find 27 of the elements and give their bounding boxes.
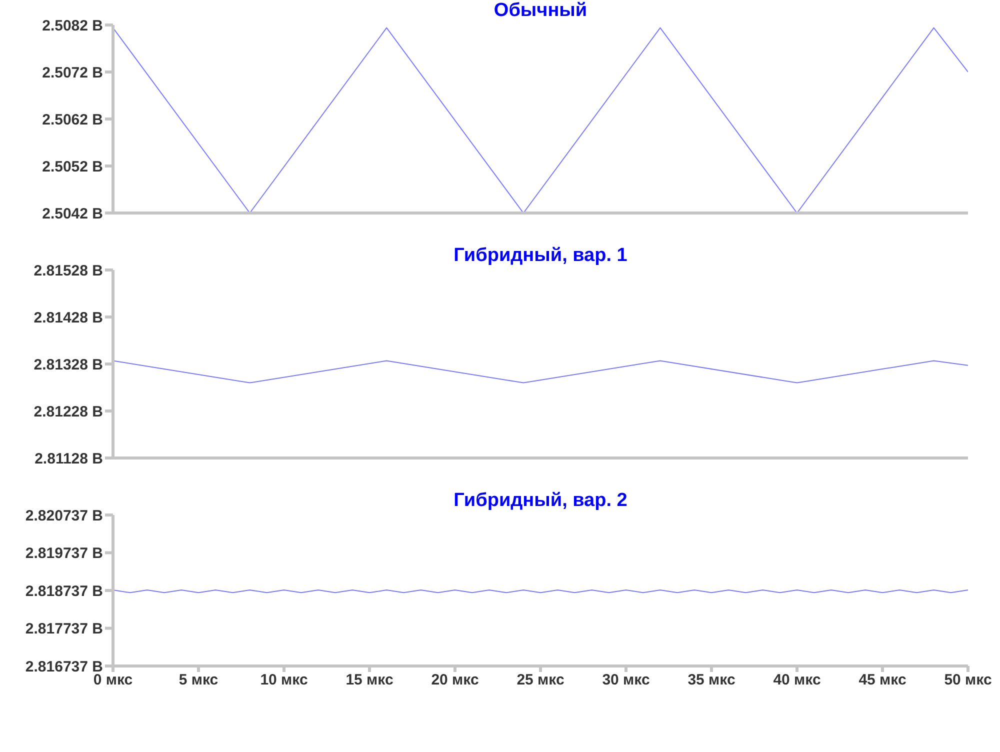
y-tick-label: 2.819737 В — [25, 545, 104, 562]
y-tick-label: 2.820737 В — [25, 507, 104, 524]
y-tick-label: 2.81528 В — [34, 262, 104, 280]
chart-title: Гибридный, вар. 1 — [452, 245, 628, 267]
y-tick-label: 2.818737 В — [25, 582, 104, 600]
y-tick-label: 2.5052 В — [42, 158, 104, 176]
x-tick-label: 45 мкс — [858, 672, 906, 689]
x-tick-label: 10 мкс — [260, 672, 308, 689]
chart-title: Обычный — [492, 0, 588, 22]
y-tick-label: 2.81328 В — [34, 356, 104, 374]
y-tick-label: 2.81428 В — [34, 309, 104, 326]
chart-title: Гибридный, вар. 2 — [452, 490, 628, 512]
y-tick-label: 2.5072 В — [42, 64, 104, 82]
x-tick-label: 40 мкс — [773, 672, 821, 689]
x-tick-label: 25 мкс — [516, 672, 564, 689]
y-tick-label: 2.5062 В — [42, 111, 104, 128]
y-tick-label: 2.5042 В — [42, 205, 104, 222]
x-tick-label: 20 мкс — [431, 672, 479, 689]
x-tick-label: 15 мкс — [346, 672, 394, 689]
y-tick-label: 2.81228 В — [34, 403, 104, 420]
y-tick-label: 2.5082 В — [42, 17, 104, 34]
y-tick-label: 2.81128 В — [34, 450, 104, 468]
y-tick-label: 2.817737 В — [25, 620, 104, 638]
x-tick-label: 5 мкс — [178, 672, 218, 689]
x-tick-label: 35 мкс — [688, 672, 736, 689]
x-tick-label: 30 мкс — [602, 672, 650, 689]
x-tick-label: 50 мкс — [944, 672, 992, 689]
